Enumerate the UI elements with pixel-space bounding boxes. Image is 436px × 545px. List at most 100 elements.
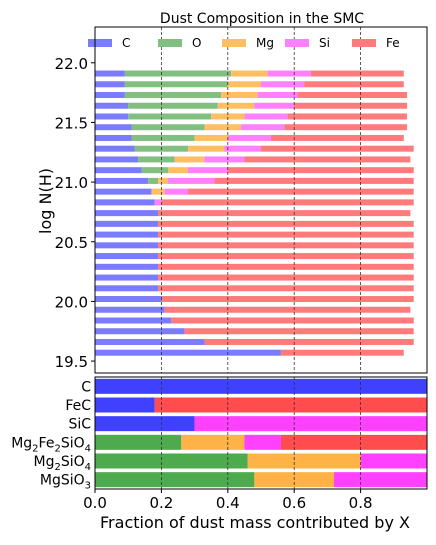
bar-si-9 [187, 167, 228, 174]
bar-fe-23 [171, 317, 414, 324]
bar-fe-12 [161, 199, 414, 206]
bar-c-6 [95, 134, 132, 141]
species-bar-mgsio3-si [334, 472, 427, 488]
bar-c-2 [95, 92, 125, 99]
bar-si-0 [267, 70, 311, 77]
species-row-mg2fe2sio4 [95, 434, 427, 450]
bar-fe-21 [161, 296, 414, 303]
bar-c-9 [95, 167, 142, 174]
legend-entry-fe: Fe [352, 36, 400, 50]
bar-o-10 [148, 177, 159, 184]
x-axis-label: Fraction of dust mass contributed by X [100, 513, 410, 532]
bar-fe-7 [261, 145, 414, 152]
bar-row-5 [95, 124, 408, 131]
bar-row-12 [95, 199, 414, 206]
bar-row-14 [95, 220, 414, 227]
bar-row-22 [95, 306, 411, 313]
bar-mg-8 [174, 156, 205, 163]
bar-si-1 [261, 81, 305, 88]
species-label-mg2fe2sio4: Mg2​Fe2​SiO4​ [11, 435, 91, 454]
bar-c-19 [95, 274, 159, 281]
y-tick-label-5: 22.0 [55, 55, 88, 73]
bar-o-4 [128, 113, 212, 120]
bar-c-8 [95, 156, 139, 163]
bar-row-20 [95, 285, 414, 292]
bar-fe-24 [184, 328, 414, 335]
bar-row-10 [95, 177, 414, 184]
y-tick-label-4: 21.5 [55, 114, 88, 132]
y-tick-label-0: 19.5 [55, 353, 88, 371]
species-bar-mg2sio4-mg [247, 453, 361, 469]
bar-c-25 [95, 338, 205, 345]
bar-o-9 [141, 167, 169, 174]
bar-row-9 [95, 167, 414, 174]
bar-c-7 [95, 145, 135, 152]
bar-fe-20 [158, 285, 414, 292]
legend-label-c: C [122, 36, 130, 50]
legend-entry-c: C [88, 36, 130, 50]
bar-row-11 [95, 188, 414, 195]
species-bar-mg2sio4-o [95, 453, 248, 469]
bar-si-4 [244, 113, 288, 120]
bar-c-10 [95, 177, 149, 184]
species-bar-mg2fe2sio4-o [95, 434, 182, 450]
bar-c-16 [95, 242, 159, 249]
x-tick-label-0: 0.0 [83, 494, 107, 512]
bar-c-1 [95, 81, 125, 88]
species-bar-c-c [95, 378, 427, 394]
bar-c-22 [95, 306, 165, 313]
bar-row-4 [95, 113, 408, 120]
species-row-mg2sio4 [95, 453, 427, 469]
bar-fe-13 [158, 210, 411, 217]
species-label-fec: FeC [65, 398, 91, 414]
legend-label-fe: Fe [386, 36, 400, 50]
x-tick-label-4: 0.8 [349, 494, 373, 512]
bar-c-26 [95, 349, 281, 356]
y-tick-label-2: 20.5 [55, 234, 88, 252]
bar-fe-15 [158, 231, 414, 238]
bar-fe-4 [287, 113, 408, 120]
bar-mg-5 [204, 124, 242, 131]
bar-c-15 [95, 231, 159, 238]
bar-row-13 [95, 210, 411, 217]
bar-row-0 [95, 70, 404, 77]
bar-fe-19 [158, 274, 414, 281]
species-label-mgsio3: MgSiO3​ [40, 473, 91, 492]
species-bar-sic-c [95, 416, 195, 432]
species-bar-mg2sio4-si [360, 453, 427, 469]
bar-o-0 [124, 70, 232, 77]
bar-fe-9 [227, 167, 414, 174]
bar-mg-7 [187, 145, 225, 152]
bottom-axes-frame [94, 376, 428, 490]
bar-c-18 [95, 263, 159, 270]
legend-label-si: Si [319, 36, 330, 50]
bottom-panel: C FeC SiC Mg2​Fe2​SiO4​Mg2​SiO4​MgSiO3​ 0.0 0… [11, 376, 428, 512]
bar-o-5 [131, 124, 205, 131]
bar-c-14 [95, 220, 159, 227]
bar-row-15 [95, 231, 414, 238]
species-label-sic: SiC [68, 417, 91, 433]
species-label-mg2sio4: Mg2​SiO4​ [33, 454, 91, 473]
species-row-c [95, 378, 427, 394]
bar-c-11 [95, 188, 152, 195]
y-tick-label-3: 21.0 [55, 174, 88, 192]
top-axes-frame [94, 26, 428, 374]
bar-fe-14 [158, 220, 414, 227]
legend-entry-o: O [158, 36, 201, 50]
bar-mg-9 [168, 167, 188, 174]
bar-c-0 [95, 70, 125, 77]
bar-row-8 [95, 156, 411, 163]
bar-o-1 [124, 81, 228, 88]
bar-fe-25 [204, 338, 414, 345]
bar-row-24 [95, 328, 414, 335]
x-tick-label-3: 0.6 [282, 494, 306, 512]
bar-fe-11 [187, 188, 414, 195]
legend-label-o: O [192, 36, 201, 50]
bar-mg-10 [158, 177, 169, 184]
bar-o-6 [131, 134, 195, 141]
bar-mg-4 [211, 113, 245, 120]
species-row-fec [95, 397, 427, 413]
x-tick-label-1: 0.2 [149, 494, 173, 512]
legend-swatch-fe [352, 39, 376, 47]
